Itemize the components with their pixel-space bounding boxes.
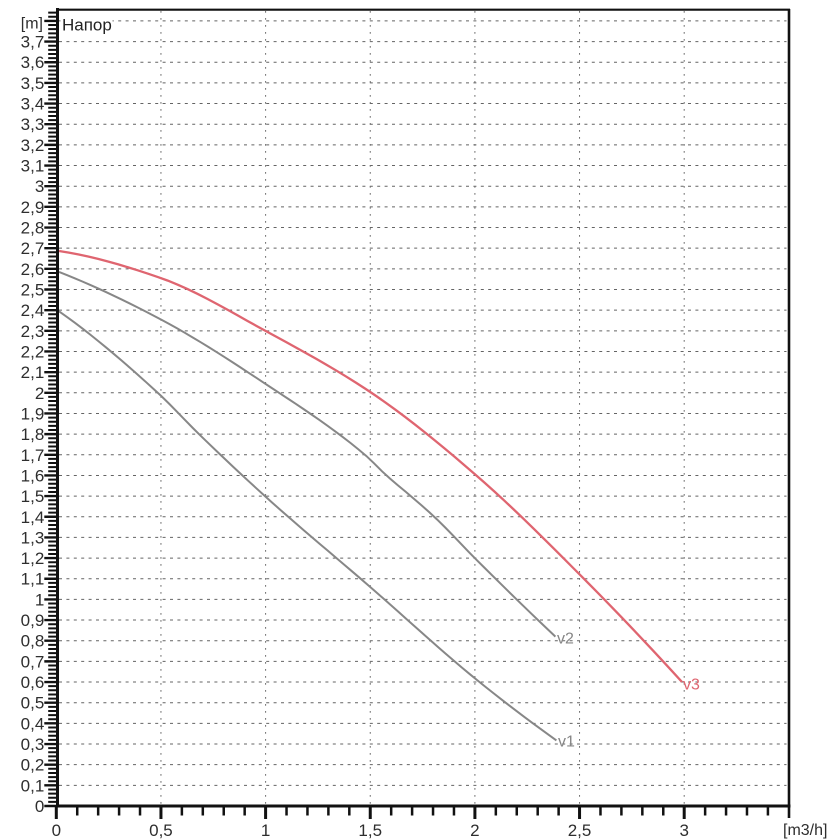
svg-text:3,3: 3,3 [21,115,45,134]
svg-text:3,7: 3,7 [21,33,45,52]
svg-text:0,2: 0,2 [21,756,45,775]
svg-text:2,2: 2,2 [21,342,45,361]
svg-text:2,7: 2,7 [21,239,45,258]
svg-text:2,8: 2,8 [21,219,45,238]
svg-text:2,5: 2,5 [568,821,592,840]
svg-text:1,3: 1,3 [21,528,45,547]
svg-text:3,6: 3,6 [21,53,45,72]
svg-text:1,7: 1,7 [21,446,45,465]
svg-text:2,3: 2,3 [21,322,45,341]
svg-text:0,4: 0,4 [21,714,45,733]
svg-text:3: 3 [35,177,44,196]
svg-text:0: 0 [35,797,44,816]
svg-text:2,5: 2,5 [21,281,45,300]
svg-text:Напор: Напор [62,16,112,35]
svg-text:0: 0 [52,821,61,840]
svg-text:1: 1 [35,590,44,609]
svg-text:v2: v2 [557,631,574,648]
svg-text:[m3/h]: [m3/h] [783,822,827,839]
svg-text:2,1: 2,1 [21,363,45,382]
svg-text:v3: v3 [683,677,700,694]
svg-text:0,5: 0,5 [149,821,173,840]
svg-text:2,9: 2,9 [21,198,45,217]
svg-text:3,1: 3,1 [21,157,45,176]
svg-text:1,6: 1,6 [21,466,45,485]
svg-text:1,9: 1,9 [21,404,45,423]
svg-text:2: 2 [470,821,479,840]
svg-text:2,6: 2,6 [21,260,45,279]
svg-text:[m]: [m] [21,16,43,33]
svg-text:1,1: 1,1 [21,570,45,589]
svg-text:3,2: 3,2 [21,136,45,155]
svg-text:1,8: 1,8 [21,425,45,444]
svg-text:0,5: 0,5 [21,694,45,713]
svg-text:1,4: 1,4 [21,508,45,527]
svg-text:2,4: 2,4 [21,301,45,320]
svg-text:3: 3 [679,821,688,840]
svg-text:0,3: 0,3 [21,735,45,754]
svg-text:0,8: 0,8 [21,632,45,651]
svg-text:3,4: 3,4 [21,95,45,114]
svg-text:0,9: 0,9 [21,611,45,630]
svg-text:1: 1 [261,821,270,840]
svg-text:3,5: 3,5 [21,74,45,93]
svg-text:0,7: 0,7 [21,652,45,671]
svg-text:0,1: 0,1 [21,776,45,795]
svg-text:1,5: 1,5 [21,487,45,506]
svg-text:v1: v1 [558,734,575,751]
svg-text:2: 2 [35,384,44,403]
svg-text:1,2: 1,2 [21,549,45,568]
svg-text:1,5: 1,5 [358,821,382,840]
svg-text:0,6: 0,6 [21,673,45,692]
